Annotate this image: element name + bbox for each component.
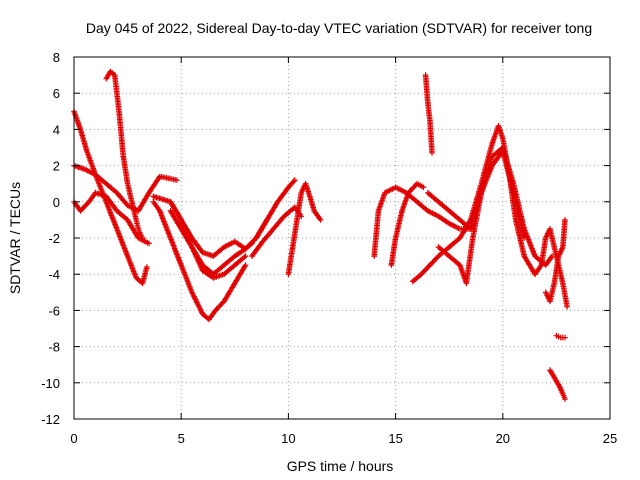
grid-lines xyxy=(74,57,610,419)
chart-title: Day 045 of 2022, Sidereal Day-to-day VTE… xyxy=(86,20,592,36)
y-tick-label: -8 xyxy=(48,340,60,355)
y-tick-label: 6 xyxy=(53,86,60,101)
data-point xyxy=(317,217,324,223)
x-tick-label: 25 xyxy=(603,431,617,446)
data-point xyxy=(521,235,527,241)
y-tick-label: -2 xyxy=(48,231,60,246)
data-points xyxy=(71,68,570,402)
data-point xyxy=(242,253,249,259)
data-point xyxy=(139,235,146,241)
x-axis-label: GPS time / hours xyxy=(287,458,394,474)
data-point xyxy=(429,150,435,156)
y-tick-label: -4 xyxy=(48,267,60,282)
y-tick-label: -12 xyxy=(41,412,60,427)
data-point xyxy=(562,334,568,341)
data-point xyxy=(249,240,255,247)
data-point xyxy=(146,240,152,247)
data-point xyxy=(564,304,570,310)
data-point xyxy=(291,178,297,185)
data-point xyxy=(292,177,298,183)
data-point xyxy=(174,177,180,183)
data-point xyxy=(427,262,433,268)
y-tick-label: -10 xyxy=(41,376,60,391)
x-axis-ticks: 0 5 10 15 20 25 xyxy=(70,57,617,446)
y-axis-label: SDTVAR / TECUs xyxy=(7,182,23,294)
y-tick-label: 4 xyxy=(53,122,60,137)
x-tick-label: 10 xyxy=(281,431,295,446)
data-point xyxy=(562,396,568,402)
x-tick-label: 5 xyxy=(178,431,185,446)
data-point xyxy=(144,264,150,270)
y-tick-label: 0 xyxy=(53,195,60,210)
data-point xyxy=(562,217,568,223)
y-tick-label: 8 xyxy=(53,50,60,65)
y-tick-label: -6 xyxy=(48,303,60,318)
x-tick-label: 15 xyxy=(388,431,402,446)
x-tick-label: 20 xyxy=(496,431,510,446)
data-point xyxy=(242,262,249,268)
y-axis-ticks: -12 -10 -8 -6 -4 -2 0 2 4 6 8 xyxy=(41,50,610,427)
data-point xyxy=(420,184,427,191)
y-tick-label: 2 xyxy=(53,159,60,174)
x-tick-label: 0 xyxy=(70,431,77,446)
